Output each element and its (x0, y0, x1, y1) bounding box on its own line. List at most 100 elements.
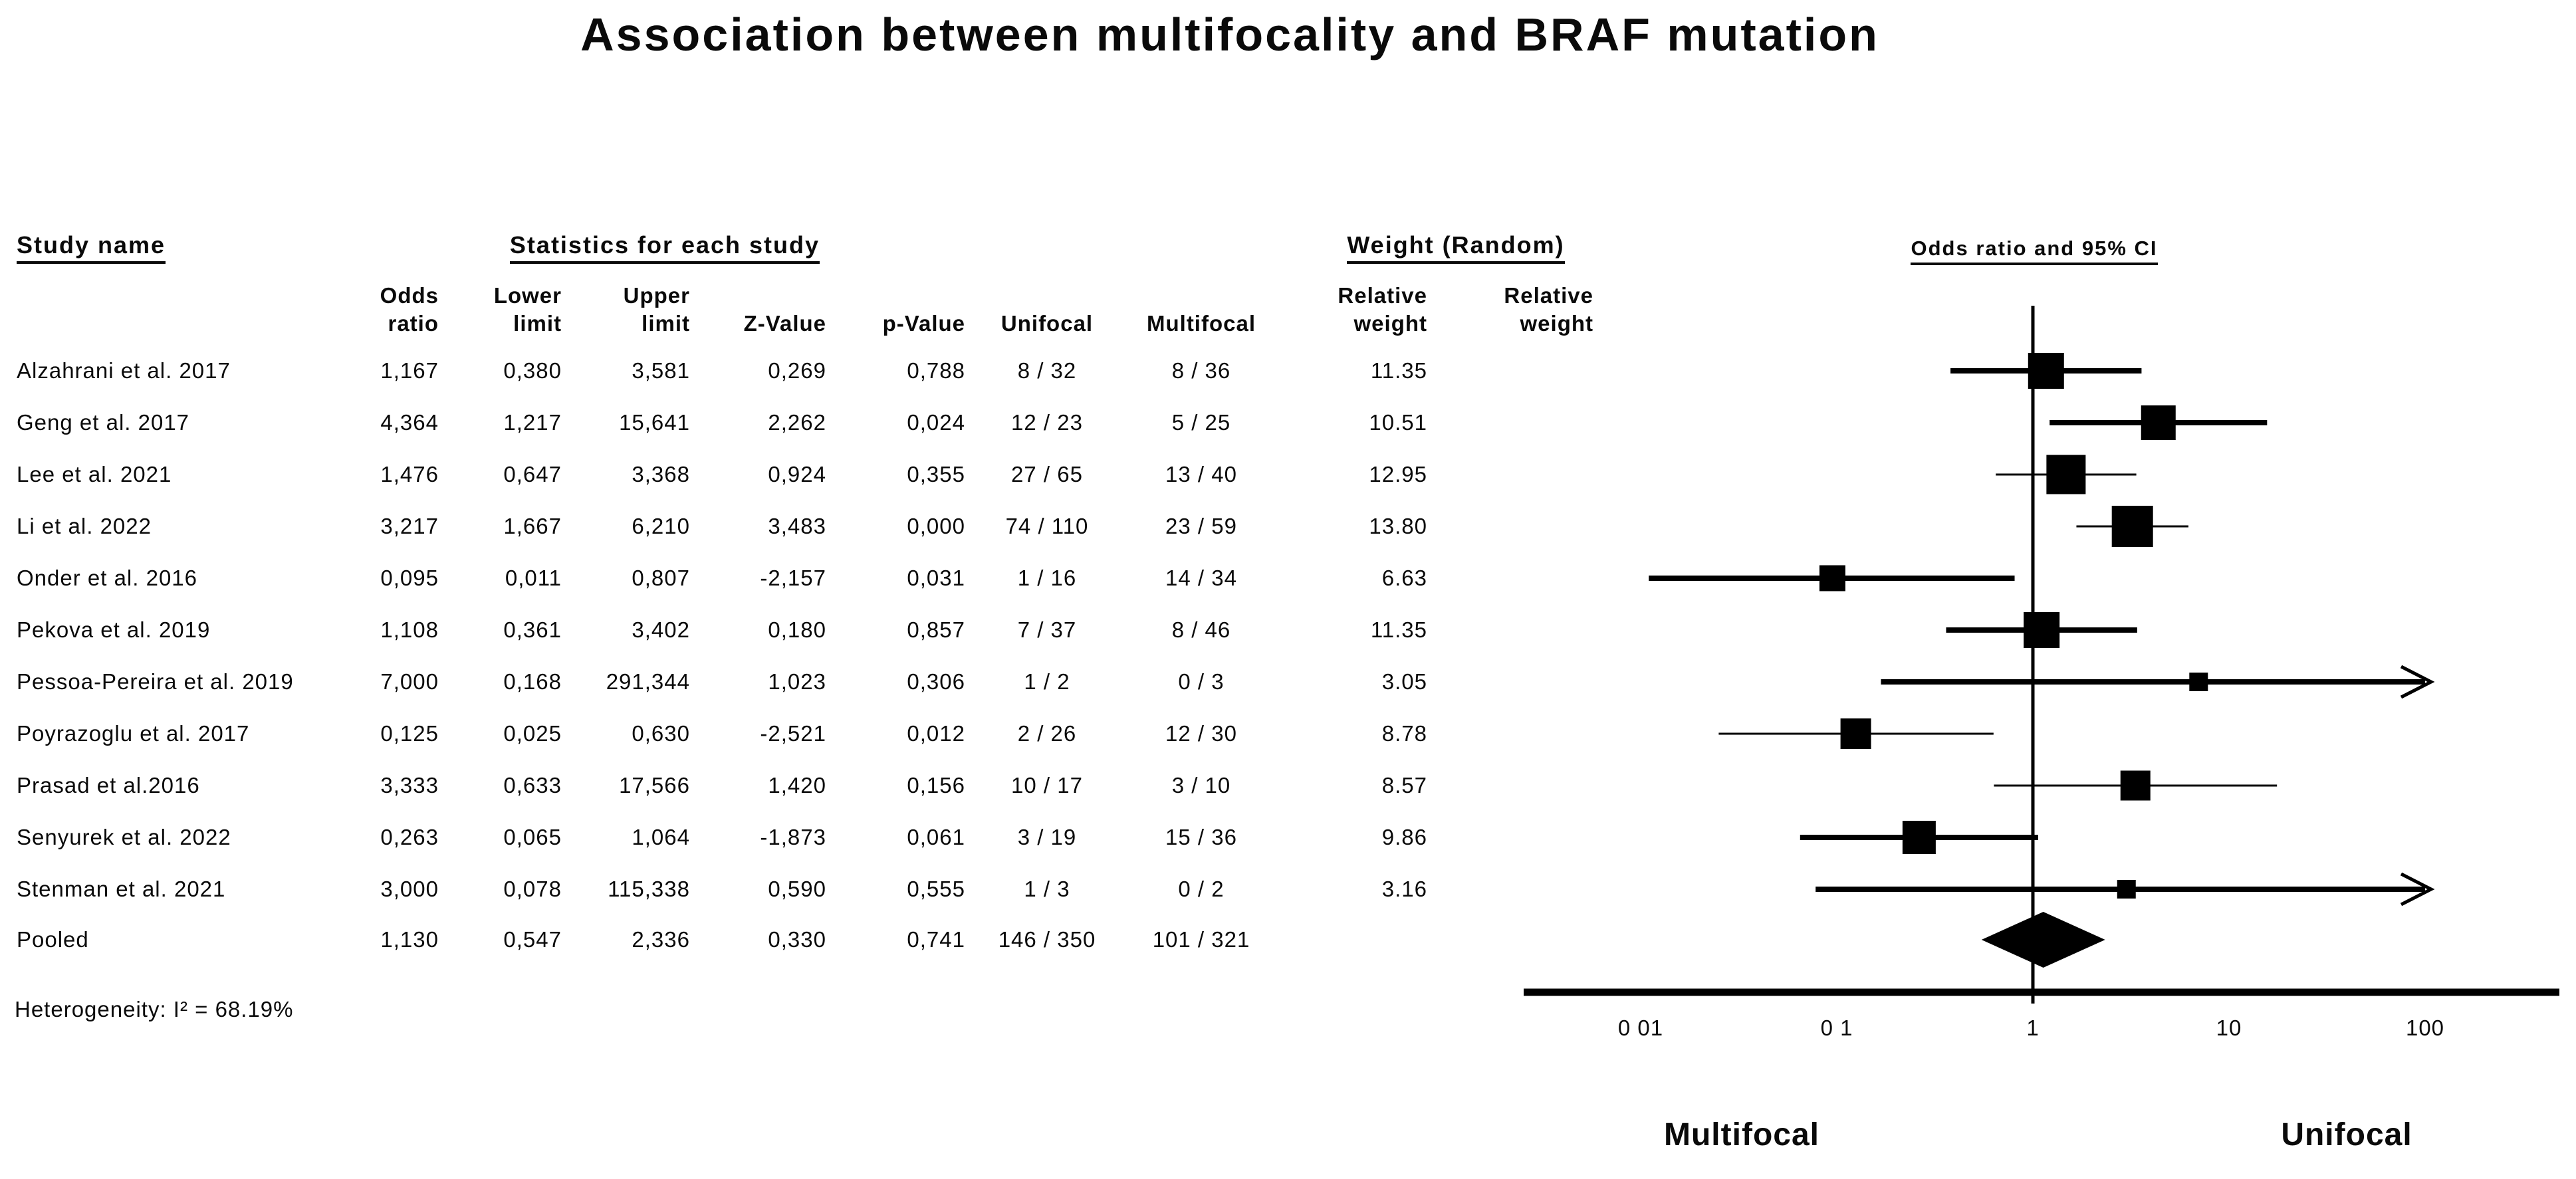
cell-unifocal: 1 / 2 (1024, 669, 1070, 694)
or-square-marker (2111, 506, 2153, 547)
cell-lower-limit: 0,361 (503, 617, 562, 642)
cell-relative-weight: 3.16 (1381, 877, 1427, 901)
cell-unifocal: 12 / 23 (1011, 410, 1083, 435)
column-header-z-value: Z-Value (743, 311, 826, 336)
cell-unifocal: 3 / 19 (1017, 825, 1077, 849)
cell-odds-ratio: 3,000 (380, 877, 439, 901)
or-square-marker (2117, 880, 2136, 899)
cell-study-name: Pooled (17, 927, 89, 952)
cell-relative-weight: 8.78 (1381, 721, 1427, 746)
cell-lower-limit: 0,078 (503, 877, 562, 901)
column-header-p-value: p-Value (882, 311, 965, 336)
cell-z-value: 2,262 (768, 410, 826, 435)
cell-upper-limit: 3,402 (632, 617, 690, 642)
cell-p-value: 0,306 (907, 669, 965, 694)
column-header-unifocal: Unifocal (1000, 311, 1094, 336)
cell-unifocal: 1 / 3 (1024, 877, 1070, 901)
x-axis-tick-label: 0 1 (1820, 1016, 1853, 1040)
arrow-right-icon (2400, 665, 2435, 699)
or-square-marker (1902, 821, 1936, 854)
or-square-marker (1840, 718, 1871, 749)
cell-relative-weight: 11.35 (1370, 617, 1427, 642)
cell-z-value: 0,180 (768, 617, 826, 642)
cell-multifocal: 5 / 25 (1171, 410, 1231, 435)
cell-p-value: 0,000 (907, 514, 965, 538)
cell-multifocal: 101 / 321 (1152, 927, 1250, 952)
cell-study-name: Lee et al. 2021 (17, 462, 172, 486)
cell-z-value: 0,924 (768, 462, 826, 486)
cell-relative-weight (1294, 926, 1427, 954)
cell-upper-limit: 0,807 (632, 566, 690, 590)
column-header-relative-weight-random: Relative weight (1338, 283, 1427, 336)
cell-lower-limit: 0,633 (503, 773, 562, 798)
cell-p-value: 0,061 (907, 825, 965, 849)
cell-study-name: Poyrazoglu et al. 2017 (17, 721, 250, 746)
cell-p-value: 0,156 (907, 773, 965, 798)
cell-p-value: 0,355 (907, 462, 965, 486)
cell-z-value: 0,590 (768, 877, 826, 901)
study-row: Geng et al. 2017 4,364 1,217 15,641 2,262 0,0… (0, 409, 1635, 437)
cell-z-value: 1,023 (768, 669, 826, 694)
cell-upper-limit: 3,581 (632, 358, 690, 383)
study-row: Lee et al. 2021 1,476 0,647 3,368 0,924 0,355… (0, 461, 1635, 488)
cell-upper-limit: 2,336 (632, 927, 690, 952)
cell-study-name: Senyurek et al. 2022 (17, 825, 231, 849)
or-square-marker (2189, 673, 2208, 691)
cell-lower-limit: 0,380 (503, 358, 562, 383)
cell-multifocal: 23 / 59 (1165, 514, 1237, 538)
cell-multifocal: 8 / 46 (1171, 617, 1231, 642)
cell-z-value: -1,873 (760, 825, 826, 849)
cell-multifocal: 8 / 36 (1171, 358, 1231, 383)
study-row: Stenman et al. 2021 3,000 0,078 115,338 0,59… (0, 875, 1635, 903)
study-row: Alzahrani et al. 2017 1,167 0,380 3,581 0,26… (0, 357, 1635, 385)
heterogeneity-note: Heterogeneity: I² = 68.19% (15, 997, 294, 1021)
header-odds-ratio-ci: Odds ratio and 95% CI (1901, 237, 2167, 265)
cell-p-value: 0,012 (907, 721, 965, 746)
cell-z-value: -2,521 (760, 721, 826, 746)
or-square-marker (2024, 612, 2060, 648)
cell-odds-ratio: 7,000 (380, 669, 439, 694)
cell-study-name: Onder et al. 2016 (17, 566, 198, 590)
cell-upper-limit: 6,210 (632, 514, 690, 538)
cell-p-value: 0,031 (907, 566, 965, 590)
cell-unifocal: 27 / 65 (1011, 462, 1083, 486)
cell-upper-limit: 17,566 (619, 773, 690, 798)
cell-lower-limit: 1,667 (503, 514, 562, 538)
x-axis-tick-label: 10 (2216, 1016, 2242, 1040)
cell-unifocal: 7 / 37 (1017, 617, 1077, 642)
cell-p-value: 0,024 (907, 410, 965, 435)
study-row: Pekova et al. 2019 1,108 0,361 3,402 0,180 0,… (0, 616, 1635, 644)
or-square-marker (2141, 405, 2176, 440)
pooled-diamond (1981, 912, 2105, 968)
cell-relative-weight: 6.63 (1381, 566, 1427, 590)
study-row: Prasad et al.2016 3,333 0,633 17,566 1,420 0,… (0, 772, 1635, 800)
cell-p-value: 0,857 (907, 617, 965, 642)
cell-upper-limit: 291,344 (606, 669, 690, 694)
cell-unifocal: 146 / 350 (998, 927, 1096, 952)
cell-relative-weight: 12.95 (1369, 462, 1427, 486)
cell-multifocal: 15 / 36 (1165, 825, 1237, 849)
cell-lower-limit: 0,065 (503, 825, 562, 849)
cell-odds-ratio: 1,167 (380, 358, 439, 383)
cell-study-name: Stenman et al. 2021 (17, 877, 226, 901)
column-header-lower-limit: Lower limit (493, 283, 562, 336)
cell-upper-limit: 115,338 (608, 877, 690, 901)
cell-relative-weight: 10.51 (1369, 410, 1427, 435)
x-axis-tick-label: 1 (2026, 1016, 2040, 1040)
cell-lower-limit: 1,217 (503, 410, 562, 435)
cell-unifocal: 74 / 110 (1005, 514, 1089, 538)
cell-relative-weight: 9.86 (1381, 825, 1427, 849)
cell-lower-limit: 0,168 (503, 669, 562, 694)
cell-odds-ratio: 0,095 (380, 566, 439, 590)
cell-upper-limit: 15,641 (619, 410, 690, 435)
axis-side-label-unifocal: Unifocal (2281, 1117, 2412, 1152)
cell-study-name: Pessoa-Pereira et al. 2019 (17, 669, 294, 694)
cell-unifocal: 2 / 26 (1017, 721, 1077, 746)
cell-unifocal: 10 / 17 (1011, 773, 1083, 798)
cell-study-name: Prasad et al.2016 (17, 773, 200, 798)
study-row: Poyrazoglu et al. 2017 0,125 0,025 0,630 -2,… (0, 720, 1635, 748)
cell-relative-weight: 11.35 (1370, 358, 1427, 383)
or-square-marker (2046, 455, 2086, 494)
cell-z-value: 0,269 (768, 358, 826, 383)
cell-unifocal: 1 / 16 (1017, 566, 1077, 590)
